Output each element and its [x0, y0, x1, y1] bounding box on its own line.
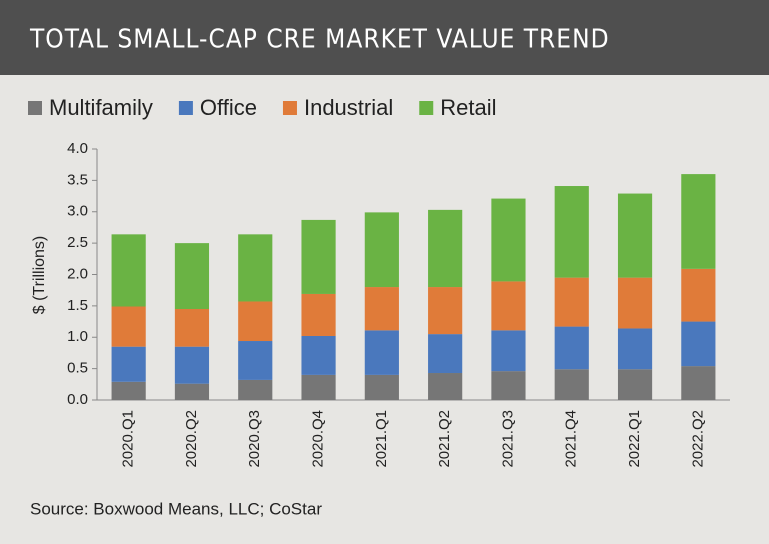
- bar-segment: [554, 326, 589, 370]
- x-tick-label: 2020.Q2: [183, 410, 200, 468]
- bar-segment: [174, 243, 210, 310]
- bar-segment: [111, 306, 146, 347]
- x-tick-label: 2022.Q2: [689, 410, 706, 468]
- bar-segment: [491, 198, 526, 282]
- bar-segment: [681, 268, 716, 322]
- y-tick-label: 0.0: [67, 391, 88, 408]
- bar-segment: [174, 309, 210, 347]
- bar-segment: [617, 277, 653, 329]
- chart-title: TOTAL SMALL-CAP CRE MARKET VALUE TREND: [29, 25, 610, 55]
- legend-label: Multifamily: [49, 95, 153, 120]
- bar-segment: [301, 335, 336, 375]
- bar-segment: [617, 369, 653, 400]
- bar-segment: [428, 209, 463, 288]
- y-axis-label: $ (Trillions): [31, 236, 48, 315]
- legend-label: Retail: [440, 95, 496, 120]
- bar-segment: [238, 234, 273, 302]
- legend-swatch: [178, 101, 193, 115]
- y-tick-label: 2.0: [67, 265, 88, 282]
- x-tick-label: 2022.Q1: [626, 410, 643, 468]
- bar-segment: [111, 346, 146, 382]
- bar-segment: [428, 373, 463, 400]
- bar-segment: [301, 374, 336, 400]
- bar-segment: [364, 287, 399, 331]
- bar-segment: [554, 277, 589, 327]
- x-tick-label: 2021.Q2: [436, 410, 453, 468]
- bar-segment: [238, 379, 273, 400]
- bar-segment: [617, 193, 653, 278]
- legend-label: Industrial: [304, 95, 393, 120]
- bar-segment: [238, 341, 273, 380]
- y-tick-label: 4.0: [67, 140, 88, 157]
- y-tick-label: 3.5: [67, 171, 88, 188]
- legend-swatch: [419, 101, 434, 115]
- y-tick-label: 3.0: [67, 203, 88, 220]
- bar-segment: [111, 234, 146, 307]
- bar-segment: [111, 381, 146, 400]
- x-tick-label: 2020.Q4: [310, 410, 327, 468]
- bar-segment: [681, 174, 716, 269]
- bar-segment: [364, 330, 399, 375]
- header-band: [0, 0, 769, 75]
- bar-segment: [301, 293, 336, 336]
- bar-segment: [364, 374, 399, 400]
- x-tick-label: 2020.Q1: [120, 410, 137, 468]
- source: Source: Boxwood Means, LLC; CoStar: [30, 499, 322, 518]
- bar-segment: [491, 281, 526, 331]
- legend-label: Office: [200, 95, 257, 120]
- bar-segment: [238, 301, 273, 342]
- y-tick-label: 1.0: [67, 328, 88, 345]
- bar-segment: [174, 383, 210, 400]
- bar-segment: [301, 219, 336, 294]
- bar-segment: [428, 287, 463, 335]
- x-tick-label: 2020.Q3: [246, 410, 263, 468]
- bar-segment: [554, 369, 589, 400]
- bar-segment: [681, 366, 716, 400]
- y-tick-label: 1.5: [67, 297, 88, 314]
- legend-swatch: [28, 101, 42, 115]
- x-tick-label: 2021.Q4: [563, 410, 580, 468]
- legend-swatch: [282, 101, 297, 115]
- bar-segment: [617, 328, 653, 370]
- bar-segment: [491, 371, 526, 400]
- y-tick-label: 2.5: [67, 234, 88, 251]
- x-tick-label: 2021.Q3: [499, 410, 516, 468]
- x-tick-label: 2021.Q1: [373, 410, 390, 468]
- bar-segment: [364, 212, 399, 288]
- bar-segment: [428, 334, 463, 374]
- bar-segment: [554, 186, 589, 278]
- bar-segment: [491, 330, 526, 372]
- y-tick-label: 0.5: [67, 360, 88, 377]
- bar-segment: [681, 321, 716, 367]
- bar-segment: [174, 346, 210, 384]
